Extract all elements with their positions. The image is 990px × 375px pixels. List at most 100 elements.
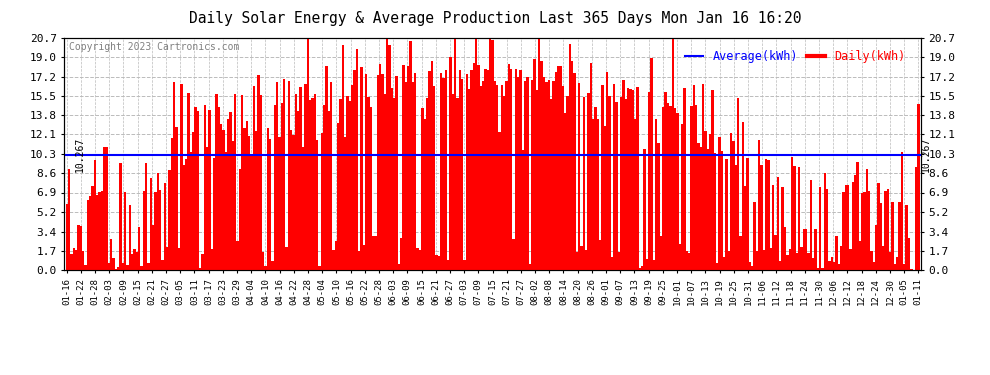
Bar (564, 113, 566, 270)
Bar (75, 251, 77, 270)
Bar (873, 262, 875, 270)
Bar (793, 166, 796, 270)
Bar (285, 247, 288, 270)
Bar (678, 244, 681, 270)
Bar (314, 93, 316, 270)
Bar (379, 64, 381, 270)
Bar (108, 263, 110, 270)
Bar (386, 39, 388, 270)
Bar (707, 149, 709, 270)
Bar (290, 130, 292, 270)
Bar (156, 172, 159, 270)
Bar (237, 241, 239, 270)
Bar (786, 255, 788, 270)
Bar (199, 268, 201, 270)
Bar (700, 147, 702, 270)
Bar (362, 245, 365, 270)
Bar (573, 74, 575, 270)
Bar (552, 81, 554, 270)
Bar (884, 191, 887, 270)
Bar (246, 121, 248, 270)
Bar (461, 79, 463, 270)
Bar (393, 99, 395, 270)
Bar (451, 94, 454, 270)
Bar (175, 128, 178, 270)
Bar (541, 60, 543, 270)
Bar (239, 169, 241, 270)
Bar (645, 260, 648, 270)
Bar (475, 38, 477, 270)
Bar (166, 248, 168, 270)
Bar (520, 69, 522, 270)
Bar (618, 252, 620, 270)
Bar (630, 89, 632, 270)
Bar (449, 57, 451, 270)
Bar (527, 77, 529, 270)
Bar (482, 81, 484, 270)
Bar (777, 177, 779, 270)
Bar (89, 196, 91, 270)
Bar (295, 94, 297, 270)
Bar (445, 70, 446, 270)
Bar (753, 202, 755, 270)
Bar (351, 85, 353, 270)
Bar (760, 165, 762, 270)
Bar (894, 264, 896, 270)
Bar (355, 50, 358, 270)
Bar (847, 186, 849, 270)
Bar (774, 235, 777, 270)
Bar (599, 240, 601, 270)
Bar (858, 240, 861, 270)
Bar (719, 137, 721, 270)
Bar (917, 104, 920, 270)
Bar (456, 98, 458, 270)
Bar (587, 93, 590, 270)
Bar (431, 62, 433, 270)
Bar (800, 247, 803, 270)
Bar (836, 236, 838, 270)
Bar (711, 90, 714, 270)
Bar (770, 248, 772, 270)
Bar (468, 89, 470, 270)
Bar (470, 70, 472, 270)
Bar (309, 100, 311, 270)
Bar (218, 107, 220, 270)
Bar (704, 132, 707, 270)
Bar (77, 225, 79, 270)
Bar (721, 151, 723, 270)
Bar (410, 41, 412, 270)
Bar (880, 203, 882, 270)
Bar (779, 261, 781, 270)
Bar (487, 70, 489, 270)
Bar (906, 205, 908, 270)
Bar (788, 249, 791, 270)
Bar (831, 257, 833, 270)
Bar (671, 39, 674, 270)
Bar (173, 82, 175, 270)
Bar (529, 264, 531, 270)
Bar (549, 99, 552, 270)
Bar (405, 82, 407, 270)
Bar (723, 257, 726, 270)
Bar (585, 250, 587, 270)
Bar (543, 77, 545, 270)
Bar (662, 106, 664, 270)
Bar (695, 105, 697, 270)
Bar (274, 105, 276, 270)
Bar (311, 98, 314, 270)
Bar (124, 192, 127, 270)
Bar (250, 154, 252, 270)
Bar (189, 152, 192, 270)
Bar (122, 263, 124, 270)
Bar (307, 39, 309, 270)
Bar (426, 99, 429, 270)
Bar (849, 249, 851, 270)
Bar (632, 90, 634, 270)
Bar (148, 263, 149, 270)
Bar (281, 103, 283, 270)
Bar (901, 152, 903, 270)
Bar (154, 192, 156, 270)
Bar (110, 238, 112, 270)
Bar (568, 44, 571, 270)
Bar (868, 191, 870, 270)
